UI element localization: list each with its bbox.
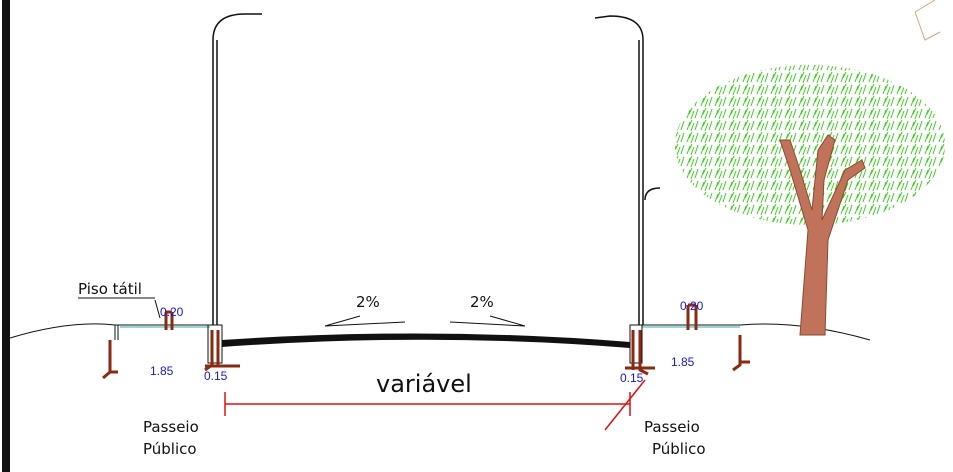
slope-arrows <box>324 315 526 327</box>
dimension-label: 1.85 <box>671 355 695 369</box>
dimension-label: 0.20 <box>160 305 184 319</box>
leader-line <box>154 299 161 319</box>
dimension-label: 1.85 <box>150 364 174 378</box>
tree-canopy <box>675 65 945 225</box>
tree-trunk <box>779 134 866 336</box>
frame-border <box>2 0 10 472</box>
light-poles <box>212 13 661 325</box>
slope-label: 2% <box>470 293 494 311</box>
sidewalk-label: Passeio <box>644 418 700 436</box>
sidewalk-label: Público <box>143 440 197 458</box>
curbs <box>207 324 643 364</box>
sidewalk-label: Passeio <box>143 418 199 436</box>
dimension-label: 0.15 <box>620 371 644 385</box>
road-surface <box>222 333 630 348</box>
dimension-label: 0.15 <box>204 369 228 383</box>
dimension-line <box>224 379 646 431</box>
sidewalk-label: Público <box>652 440 706 458</box>
slope-label: 2% <box>356 293 380 311</box>
tactile-label: Piso tátil <box>78 280 142 298</box>
road-width-label: variável <box>376 370 472 398</box>
ground <box>9 323 871 341</box>
drainage-marks <box>102 303 750 380</box>
corner-mark <box>914 0 941 41</box>
dimension-label: 0.20 <box>680 299 704 313</box>
